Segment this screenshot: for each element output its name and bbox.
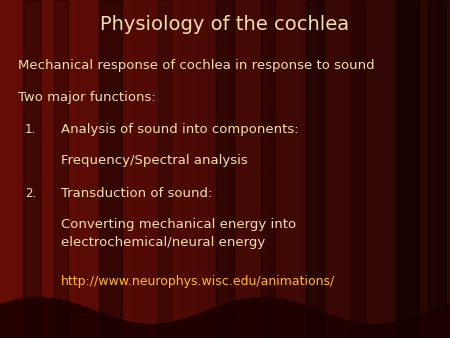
- Text: Transduction of sound:: Transduction of sound:: [61, 187, 212, 199]
- Text: 2.: 2.: [25, 187, 36, 199]
- Bar: [216, 0, 234, 338]
- Bar: [428, 0, 446, 338]
- Bar: [351, 0, 364, 338]
- Text: Frequency/Spectral analysis: Frequency/Spectral analysis: [61, 154, 248, 167]
- Bar: [261, 0, 274, 338]
- Text: Converting mechanical energy into
electrochemical/neural energy: Converting mechanical energy into electr…: [61, 218, 296, 249]
- Text: Analysis of sound into components:: Analysis of sound into components:: [61, 123, 298, 136]
- Bar: [54, 0, 68, 338]
- Bar: [306, 0, 324, 338]
- Text: Two major functions:: Two major functions:: [18, 91, 156, 104]
- Bar: [22, 0, 40, 338]
- Bar: [158, 0, 171, 338]
- Text: http://www.neurophys.wisc.edu/animations/: http://www.neurophys.wisc.edu/animations…: [61, 275, 335, 288]
- Text: Mechanical response of cochlea in response to sound: Mechanical response of cochlea in respon…: [18, 59, 374, 72]
- Text: 1.: 1.: [25, 123, 36, 136]
- Bar: [99, 0, 122, 338]
- Text: Physiology of the cochlea: Physiology of the cochlea: [100, 15, 350, 34]
- Bar: [396, 0, 418, 338]
